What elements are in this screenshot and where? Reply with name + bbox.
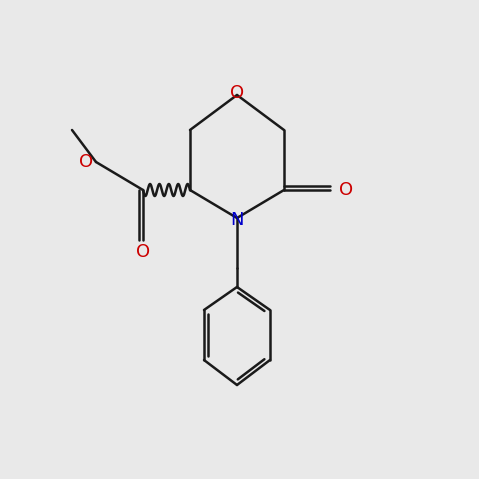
Text: O: O	[136, 243, 150, 261]
Text: O: O	[79, 153, 93, 171]
Text: O: O	[339, 181, 353, 199]
Text: O: O	[230, 84, 244, 102]
Text: N: N	[230, 211, 244, 229]
